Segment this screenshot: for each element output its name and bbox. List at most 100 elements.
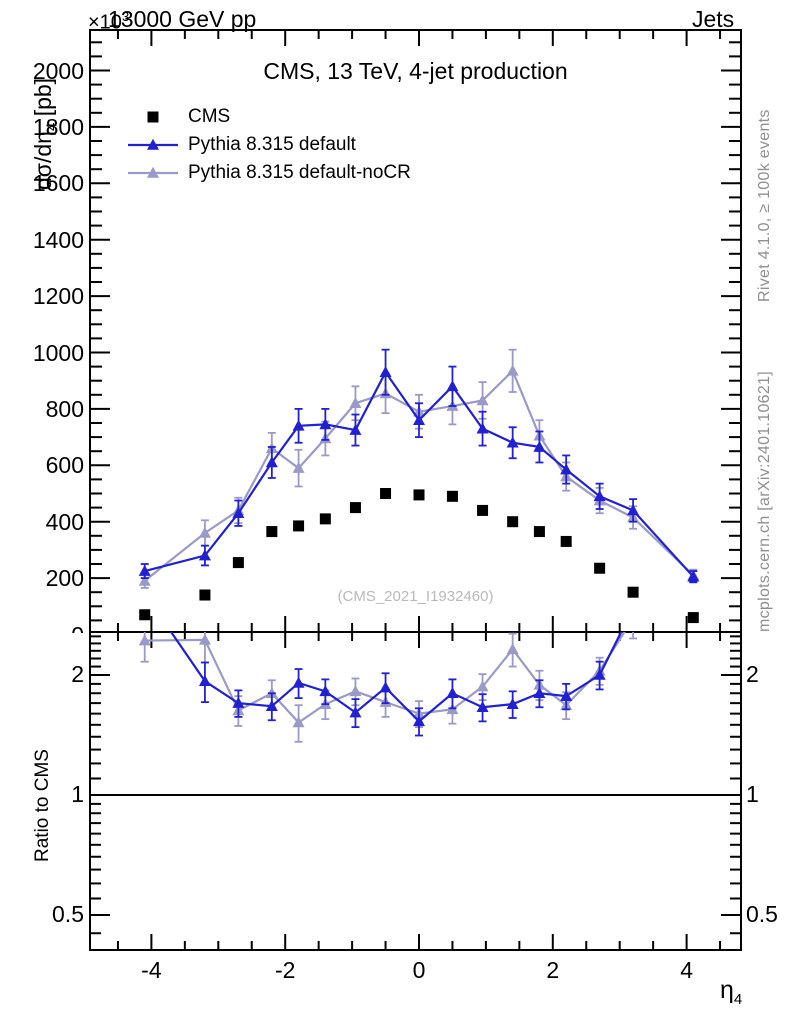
- marker-square: [319, 513, 331, 525]
- x-axis-title: η4: [720, 976, 743, 1008]
- triangle-line-marker-icon: [128, 166, 178, 178]
- legend-item-1: Pythia 8.315 default: [128, 131, 411, 159]
- y-main-tick-400: 400: [45, 508, 84, 535]
- y-ratio-tick-left-0.5: 0.5: [52, 901, 84, 927]
- legend-label: CMS: [188, 106, 231, 127]
- marker-triangle: [533, 687, 546, 699]
- marker-square: [349, 502, 361, 514]
- marker-triangle: [349, 423, 362, 435]
- marker-triangle: [138, 564, 151, 576]
- y-main-tick-800: 800: [45, 395, 84, 422]
- marker-triangle: [138, 634, 151, 646]
- marker-triangle: [198, 526, 211, 538]
- y-main-tick-200: 200: [45, 565, 84, 592]
- marker-square: [533, 526, 545, 538]
- x-tick-2: 2: [546, 957, 560, 983]
- marker-triangle: [379, 681, 392, 693]
- marker-triangle: [627, 504, 640, 516]
- marker-triangle: [292, 716, 305, 728]
- marker-triangle: [413, 715, 425, 727]
- pythia-default-markers: [138, 366, 700, 582]
- watermark: (CMS_2021_I1932460): [337, 588, 494, 605]
- marker-square: [627, 586, 639, 598]
- marker-triangle: [560, 463, 573, 475]
- y-main-tick-1000: 1000: [32, 339, 84, 366]
- marker-triangle: [349, 706, 362, 718]
- y-ratio-tick-left-2: 2: [71, 661, 84, 687]
- y-main-tick-1400: 1400: [32, 226, 84, 253]
- marker-square: [507, 516, 519, 528]
- y-axis-multiplier: ×103: [88, 9, 130, 34]
- plot-title: CMS, 13 TeV, 4-jet production: [263, 58, 568, 84]
- marker-triangle: [476, 394, 489, 406]
- cms-data-markers: [139, 488, 699, 624]
- marker-square: [199, 589, 211, 601]
- triangle-line-marker-icon: [128, 138, 178, 150]
- marker-triangle: [198, 633, 211, 645]
- marker-triangle: [265, 456, 278, 468]
- legend-item-2: Pythia 8.315 default-noCR: [128, 159, 411, 187]
- marker-triangle: [533, 440, 546, 452]
- beam-energy-label: 13000 GeV pp: [108, 6, 257, 32]
- main-panel-series: [138, 348, 700, 624]
- y-main-tick-1800: 1800: [32, 113, 84, 140]
- x-tick-4: 4: [680, 957, 693, 983]
- y-ratio-tick-right-2: 2: [746, 661, 759, 687]
- frame-ratio-panel: [89, 631, 742, 951]
- marker-square: [139, 609, 151, 621]
- x-tick--2: -2: [274, 957, 296, 983]
- marker-triangle: [198, 549, 211, 561]
- marker-triangle: [138, 574, 151, 586]
- legend-label: Pythia 8.315 default: [188, 134, 356, 155]
- marker-square: [293, 520, 305, 532]
- marker-triangle: [292, 676, 305, 688]
- y-main-tick-0: 0: [0, 623, 84, 633]
- marker-triangle: [476, 680, 489, 692]
- marker-square: [594, 562, 606, 574]
- pythia-nocr: [138, 348, 700, 589]
- y-main-tick-1200: 1200: [32, 283, 84, 310]
- y-main-tick-1600: 1600: [32, 170, 84, 197]
- marker-triangle: [506, 364, 519, 376]
- marker-triangle: [198, 674, 211, 686]
- marker-triangle: [319, 418, 332, 430]
- marker-triangle: [506, 436, 519, 448]
- marker-square: [232, 557, 244, 569]
- marker-triangle: [292, 419, 305, 431]
- legend-item-0: CMS: [128, 103, 411, 131]
- square-marker-icon: [147, 111, 159, 123]
- y-ratio-tick-right-0.5: 0.5: [746, 901, 778, 927]
- cms-data: [139, 488, 699, 624]
- marker-triangle: [687, 570, 700, 582]
- marker-triangle: [319, 685, 332, 697]
- marker-square: [266, 526, 278, 538]
- marker-triangle: [232, 507, 245, 519]
- y-ratio-tick-right-1: 1: [746, 781, 759, 807]
- marker-triangle: [413, 413, 425, 425]
- marker-triangle: [379, 366, 392, 378]
- marker-triangle: [593, 490, 606, 502]
- marker-triangle: [349, 685, 362, 697]
- marker-triangle: [560, 689, 573, 701]
- axis-ticks: [90, 30, 741, 950]
- x-tick-0: 0: [412, 957, 426, 983]
- marker-triangle: [265, 700, 278, 712]
- mcplots-arxiv-note: mcplots.cern.ch [arXiv:2401.10621]: [756, 370, 773, 632]
- marker-triangle: [292, 461, 305, 473]
- marker-square: [560, 535, 572, 547]
- marker-triangle: [349, 397, 362, 409]
- marker-square: [413, 489, 425, 501]
- ratio-pythia-default-markers: [198, 668, 606, 727]
- marker-square: [380, 488, 392, 499]
- y-main-tick-2000: 2000: [32, 57, 84, 84]
- marker-triangle: [627, 612, 639, 623]
- marker-square: [446, 490, 458, 502]
- legend: CMS Pythia 8.315 default Pythia 8.315 defa…: [128, 103, 411, 187]
- x-tick--4: -4: [141, 957, 162, 983]
- marker-triangle: [446, 380, 459, 392]
- pythia-default: [138, 348, 700, 584]
- marker-triangle: [476, 701, 489, 713]
- marker-triangle: [593, 668, 606, 680]
